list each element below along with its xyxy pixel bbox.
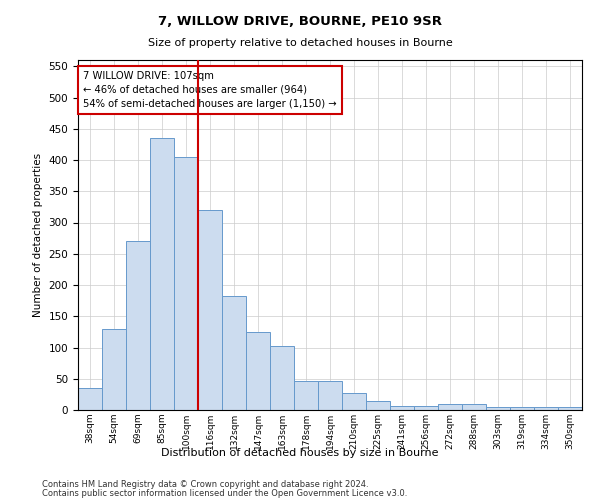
Bar	[390, 406, 414, 410]
Bar	[198, 210, 222, 410]
Bar	[558, 407, 582, 410]
Bar	[534, 407, 558, 410]
Bar	[462, 404, 486, 410]
Bar	[366, 400, 390, 410]
Bar	[342, 392, 366, 410]
Y-axis label: Number of detached properties: Number of detached properties	[33, 153, 43, 317]
Bar	[222, 296, 246, 410]
Bar	[414, 406, 438, 410]
Bar	[150, 138, 174, 410]
Text: Contains public sector information licensed under the Open Government Licence v3: Contains public sector information licen…	[42, 489, 407, 498]
Bar	[102, 329, 126, 410]
Text: 7 WILLOW DRIVE: 107sqm
← 46% of detached houses are smaller (964)
54% of semi-de: 7 WILLOW DRIVE: 107sqm ← 46% of detached…	[83, 70, 337, 108]
Bar	[246, 332, 270, 410]
Bar	[294, 381, 318, 410]
Bar	[78, 388, 102, 410]
Text: Distribution of detached houses by size in Bourne: Distribution of detached houses by size …	[161, 448, 439, 458]
Text: 7, WILLOW DRIVE, BOURNE, PE10 9SR: 7, WILLOW DRIVE, BOURNE, PE10 9SR	[158, 15, 442, 28]
Text: Size of property relative to detached houses in Bourne: Size of property relative to detached ho…	[148, 38, 452, 48]
Text: Contains HM Land Registry data © Crown copyright and database right 2024.: Contains HM Land Registry data © Crown c…	[42, 480, 368, 489]
Bar	[270, 346, 294, 410]
Bar	[126, 242, 150, 410]
Bar	[486, 407, 510, 410]
Bar	[318, 381, 342, 410]
Bar	[174, 157, 198, 410]
Bar	[510, 407, 534, 410]
Bar	[438, 404, 462, 410]
